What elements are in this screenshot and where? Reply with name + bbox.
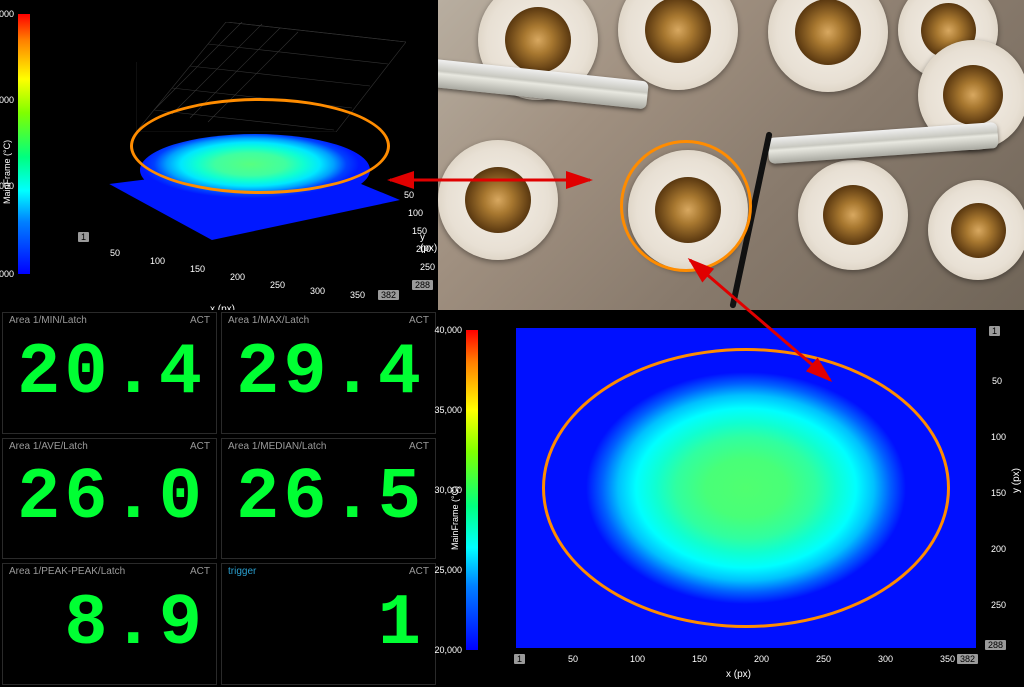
thermal-3d-panel: 40,000 35,000 30,000 25,000 MainFrame (°… <box>0 0 438 310</box>
readout-tile-ave: Area 1/AVE/Latch ACT 26.0 <box>2 438 217 560</box>
plot2d-xtick: 250 <box>816 654 831 664</box>
plot3d-xtick: 50 <box>110 248 120 258</box>
readout-tile-max: Area 1/MAX/Latch ACT 29.4 <box>221 312 436 434</box>
plot2d-y-start-badge: 1 <box>989 326 1000 336</box>
colorbar-2d-tick: 35,000 <box>434 405 462 415</box>
crucible-cup <box>618 0 738 90</box>
readout-value: 26.0 <box>17 462 206 534</box>
readouts-grid: Area 1/MIN/Latch ACT 20.4 Area 1/MAX/Latc… <box>0 310 438 687</box>
readout-label: trigger <box>228 566 256 577</box>
plot2d-xtick: 200 <box>754 654 769 664</box>
colorbar-2d: 40,000 35,000 30,000 25,000 20,000 MainF… <box>466 330 478 650</box>
colorbar-3d-gradient <box>18 14 30 274</box>
colorbar-2d-tick: 25,000 <box>434 565 462 575</box>
readout-tile-median: Area 1/MEDIAN/Latch ACT 26.5 <box>221 438 436 560</box>
plot3d-xtick: 150 <box>190 264 205 274</box>
readout-label: Area 1/MAX/Latch <box>228 315 309 326</box>
colorbar-3d: 40,000 35,000 30,000 25,000 MainFrame (°… <box>18 14 30 274</box>
readout-value: 1 <box>378 588 425 660</box>
crucible-bore <box>505 7 571 73</box>
readout-label: Area 1/PEAK-PEAK/Latch <box>9 566 125 577</box>
link-arrow-photo-2d <box>680 250 840 390</box>
plot2d-highlight-ellipse <box>542 348 950 628</box>
plot2d-ytick: 50 <box>992 376 1002 386</box>
readout-value: 26.5 <box>236 462 425 534</box>
plot3d-x-start-badge: 1 <box>78 232 89 242</box>
crucible-cup <box>438 140 558 260</box>
colorbar-3d-tick: 40,000 <box>0 9 14 19</box>
metal-arm <box>767 122 998 164</box>
readout-value: 20.4 <box>17 337 206 409</box>
plot2d-xtick: 350 <box>940 654 955 664</box>
colorbar-2d-tick: 40,000 <box>434 325 462 335</box>
plot2d-xlabel: x (px) <box>726 669 751 680</box>
plot3d-xtick: 200 <box>230 272 245 282</box>
crucible-bore <box>951 203 1006 258</box>
plot2d-xtick: 50 <box>568 654 578 664</box>
readout-status: ACT <box>409 441 429 452</box>
plot3d-stage[interactable]: 1 50 100 150 200 250 300 350 382 x (px) … <box>60 10 430 300</box>
readout-status: ACT <box>190 566 210 577</box>
crucible-cup <box>928 180 1024 280</box>
plot3d-xtick: 250 <box>270 280 285 290</box>
colorbar-3d-label: MainFrame (°C) <box>2 84 12 204</box>
crucible-bore <box>645 0 711 63</box>
plot2d-xtick: 100 <box>630 654 645 664</box>
link-arrow-3d-photo <box>380 160 600 200</box>
plot2d-y-end-badge: 288 <box>985 640 1006 650</box>
plot2d-ytick: 150 <box>991 488 1006 498</box>
plot2d-ytick: 200 <box>991 544 1006 554</box>
readout-value: 8.9 <box>64 588 206 660</box>
crucible-bore <box>795 0 861 65</box>
crucible-bore <box>823 185 884 246</box>
colorbar-3d-tick: 25,000 <box>0 269 14 279</box>
readout-tile-trigger: trigger ACT 1 <box>221 563 436 685</box>
readout-tile-min: Area 1/MIN/Latch ACT 20.4 <box>2 312 217 434</box>
plot2d-ytick: 250 <box>991 600 1006 610</box>
plot2d-xtick: 150 <box>692 654 707 664</box>
plot2d-ylabel: y (px) <box>1011 468 1022 493</box>
readout-tile-peak-peak: Area 1/PEAK-PEAK/Latch ACT 8.9 <box>2 563 217 685</box>
readout-status: ACT <box>409 566 429 577</box>
crucible-cup <box>768 0 888 92</box>
plot3d-xtick: 300 <box>310 286 325 296</box>
plot2d-x-start-badge: 1 <box>514 654 525 664</box>
crucible-bore <box>943 65 1004 126</box>
dashboard-root: 40,000 35,000 30,000 25,000 MainFrame (°… <box>0 0 1024 687</box>
plot3d-highlight-ellipse <box>130 98 390 194</box>
readout-status: ACT <box>409 315 429 326</box>
plot3d-x-end-badge: 382 <box>378 290 399 300</box>
readout-status: ACT <box>190 441 210 452</box>
plot3d-xtick: 100 <box>150 256 165 266</box>
plot3d-y-end-badge: 288 <box>412 280 433 290</box>
readout-value: 29.4 <box>236 337 425 409</box>
colorbar-2d-label: MainFrame (°C) <box>450 430 460 550</box>
plot3d-ytick: 100 <box>408 208 423 218</box>
plot2d-x-end-badge: 382 <box>957 654 978 664</box>
colorbar-2d-gradient <box>466 330 478 650</box>
readout-label: Area 1/MEDIAN/Latch <box>228 441 326 452</box>
plot3d-ytick: 250 <box>420 262 435 272</box>
plot3d-xtick: 350 <box>350 290 365 300</box>
plot3d-ylabel: y (px) <box>420 232 437 254</box>
plot2d-ytick: 100 <box>991 432 1006 442</box>
readout-label: Area 1/MIN/Latch <box>9 315 87 326</box>
plot2d-xtick: 300 <box>878 654 893 664</box>
readout-status: ACT <box>190 315 210 326</box>
colorbar-2d-tick: 20,000 <box>434 645 462 655</box>
readout-label: Area 1/AVE/Latch <box>9 441 88 452</box>
